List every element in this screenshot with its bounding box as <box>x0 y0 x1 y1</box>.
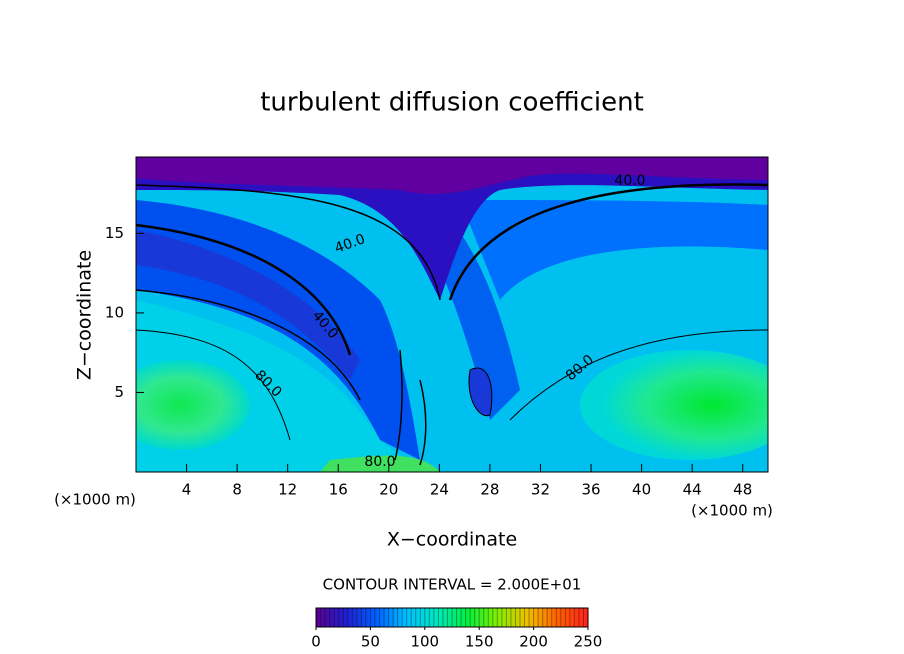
y-tick-label: 15 <box>105 224 124 242</box>
colorbar-tick-label: 250 <box>574 633 603 651</box>
colorbar-tick-label: 200 <box>519 633 548 651</box>
x-tick-label: 16 <box>329 481 348 499</box>
x-axis-label: X−coordinate <box>387 529 517 551</box>
contour-interval: CONTOUR INTERVAL = 2.000E+01 <box>323 576 582 594</box>
colorbar-tick-label: 100 <box>410 633 439 651</box>
x-tick-label: 40 <box>632 481 651 499</box>
x-tick-label: 8 <box>232 481 242 499</box>
y-tick-label: 10 <box>105 303 124 321</box>
x-tick-label: 24 <box>430 481 449 499</box>
x-tick-label: 48 <box>733 481 752 499</box>
plot-frame <box>135 156 769 473</box>
x-tick-label: 36 <box>581 481 600 499</box>
colorbar-tick-label: 150 <box>465 633 494 651</box>
colorbar-tick-label: 0 <box>311 633 321 651</box>
contour-label: 40.0 <box>614 173 645 189</box>
x-tick-label: 12 <box>278 481 297 499</box>
contour-field <box>136 157 768 472</box>
x-tick-label: 20 <box>379 481 398 499</box>
chart-title: turbulent diffusion coefficient <box>260 88 644 118</box>
x-tick-label: 4 <box>182 481 192 499</box>
y-unit: (×1000 m) <box>54 491 136 509</box>
x-tick-label: 32 <box>531 481 550 499</box>
x-unit: (×1000 m) <box>691 502 773 520</box>
colorbar-tick-label: 50 <box>361 633 380 651</box>
contour-label: 80.0 <box>364 454 395 470</box>
colorbar <box>315 607 589 628</box>
y-axis-label: Z−coordinate <box>74 250 96 380</box>
x-tick-label: 44 <box>683 481 702 499</box>
y-tick-label: 5 <box>114 383 124 401</box>
x-tick-label: 28 <box>480 481 499 499</box>
